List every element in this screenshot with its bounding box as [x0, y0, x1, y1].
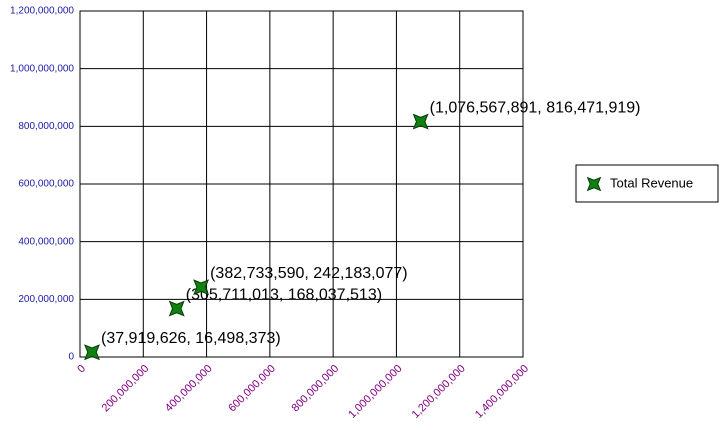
- legend-box: [575, 164, 719, 203]
- scatter-point: [84, 344, 100, 361]
- scatter-point: [168, 300, 185, 317]
- y-tick-label: 1,200,000,000: [10, 6, 74, 17]
- data-label: (382,733,590, 242,183,077): [210, 265, 408, 282]
- y-tick-label: 600,000,000: [18, 179, 74, 190]
- data-label: (1,076,567,891, 816,471,919): [430, 100, 641, 117]
- data-label: (37,919,626, 16,498,373): [101, 330, 281, 347]
- y-tick-label: 0: [68, 352, 74, 363]
- y-tick-label: 400,000,000: [18, 236, 74, 247]
- y-tick-label: 200,000,000: [18, 294, 74, 305]
- scatter-point: [193, 279, 210, 296]
- scatter-point: [412, 113, 429, 130]
- data-label: (305,711,013, 168,037,513): [186, 287, 382, 304]
- plot-frame: [79, 10, 524, 358]
- legend-label: Total Revenue: [610, 175, 693, 190]
- legend-marker: [586, 176, 602, 192]
- y-tick-label: 800,000,000: [18, 121, 74, 132]
- y-tick-label: 1,000,000,000: [10, 63, 74, 74]
